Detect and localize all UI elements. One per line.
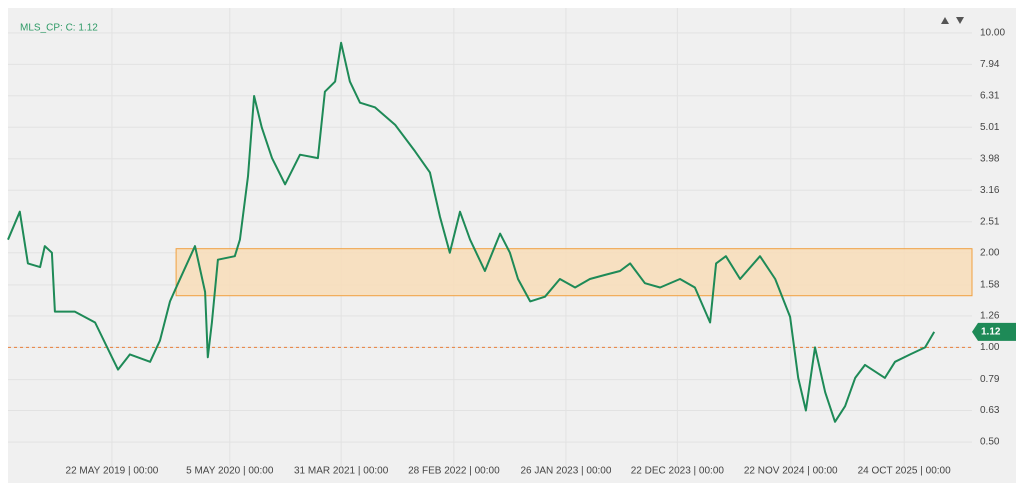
price-line [7,41,936,423]
y-tick-label: 0.50 [980,437,1000,448]
x-tick-label: 22 NOV 2024 | 00:00 [744,466,838,477]
x-tick-label: 5 MAY 2020 | 00:00 [186,466,274,477]
y-tick-label: 1.00 [980,342,1000,353]
y-tick-label: 2.00 [980,247,1000,258]
y-tick-label: 6.31 [980,90,1000,101]
x-tick-label: 22 MAY 2019 | 00:00 [66,466,159,477]
x-tick-label: 31 MAR 2021 | 00:00 [294,466,389,477]
y-tick-label: 1.58 [980,280,1000,291]
x-tick-label: 24 OCT 2025 | 00:00 [858,466,951,477]
y-tick-label: 1.26 [980,310,1000,321]
y-tick-label: 3.98 [980,153,1000,164]
last-price-label: 1.12 [981,327,1001,338]
labels: 10.00 7.94 6.31 5.01 3.98 3.16 2.51 2.00 1.58 1.2… [66,28,1016,477]
marks [7,41,973,423]
y-tick-label: 0.79 [980,374,1000,385]
y-axis-area [972,8,1016,458]
y-tick-label: 2.51 [980,216,1000,227]
scroll-down-arrow[interactable] [956,17,964,24]
x-tick-label: 22 DEC 2023 | 00:00 [631,466,725,477]
y-tick-label: 0.63 [980,405,1000,416]
plot-area [8,8,972,458]
y-tick-label: 7.94 [980,59,1000,70]
last-price-tag [972,322,1016,341]
y-tick-label: 10.00 [980,28,1005,39]
legend-text: MLS_CP: C: 1.12 [20,23,98,34]
y-tick-label: 3.16 [980,185,1000,196]
x-axis-area [8,458,1016,483]
y-tick-label: 5.01 [980,122,1000,133]
scroll-up-arrow[interactable] [941,17,949,24]
x-tick-label: 26 JAN 2023 | 00:00 [520,466,611,477]
zone-band [175,248,973,297]
x-tick-label: 28 FEB 2022 | 00:00 [408,466,500,477]
